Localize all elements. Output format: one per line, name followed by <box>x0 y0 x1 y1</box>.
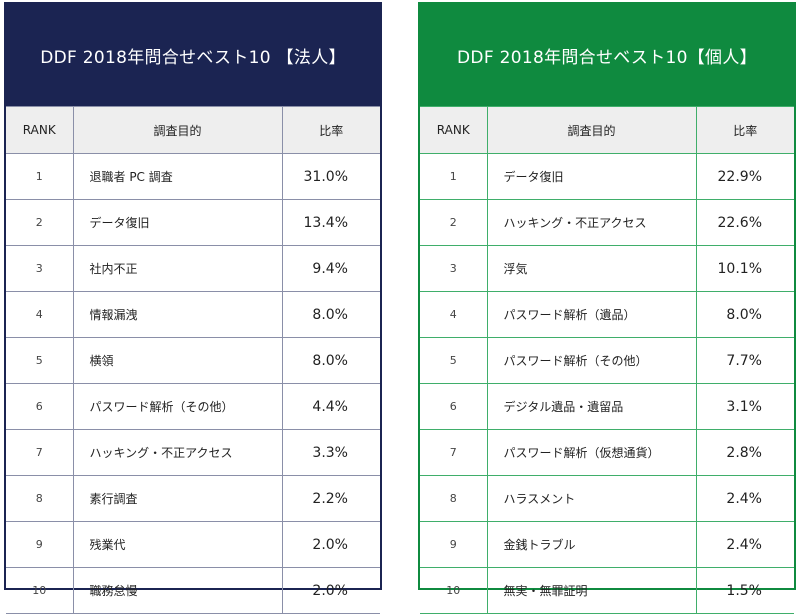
rank-cell: 4 <box>6 291 74 338</box>
purpose-cell: 職務怠慢 <box>72 567 283 614</box>
rate-cell: 8.0% <box>695 291 794 338</box>
rank-cell: 1 <box>6 153 74 200</box>
rate-cell: 2.2% <box>281 475 380 522</box>
purpose-cell: 残業代 <box>72 521 283 568</box>
rate-cell: 31.0% <box>281 153 380 200</box>
rate-cell: 8.0% <box>281 337 380 384</box>
purpose-cell: 無実・無罪証明 <box>486 567 697 614</box>
rank-cell: 9 <box>6 521 74 568</box>
rank-cell: 2 <box>420 199 488 246</box>
table-row: 8 素行調査 2.2% <box>6 475 380 522</box>
table-row: 2 ハッキング・不正アクセス 22.6% <box>420 199 794 246</box>
table-row: 3 社内不正 9.4% <box>6 245 380 292</box>
table-row: 6 デジタル遺品・遺留品 3.1% <box>420 383 794 430</box>
header-row: RANK 調査目的 比率 <box>6 106 380 154</box>
table-row: 3 浮気 10.1% <box>420 245 794 292</box>
purpose-cell: デジタル遺品・遺留品 <box>486 383 697 430</box>
purpose-cell: パスワード解析（その他） <box>72 383 283 430</box>
table-row: 1 データ復旧 22.9% <box>420 153 794 200</box>
purpose-cell: ハッキング・不正アクセス <box>486 199 697 246</box>
corporate-ranking-table: DDF 2018年問合せベスト10 【法人】 RANK 調査目的 比率 1 退職… <box>4 2 382 614</box>
rank-cell: 5 <box>420 337 488 384</box>
rate-cell: 2.4% <box>695 521 794 568</box>
rate-cell: 3.3% <box>281 429 380 476</box>
rank-cell: 7 <box>6 429 74 476</box>
purpose-cell: 浮気 <box>486 245 697 292</box>
purpose-cell: 素行調査 <box>72 475 283 522</box>
rank-cell: 9 <box>420 521 488 568</box>
rate-cell: 9.4% <box>281 245 380 292</box>
table-row: 2 データ復旧 13.4% <box>6 199 380 246</box>
rank-header: RANK <box>6 106 74 154</box>
rank-cell: 4 <box>420 291 488 338</box>
table-row: 7 パスワード解析（仮想通貨） 2.8% <box>420 429 794 476</box>
purpose-cell: 退職者 PC 調査 <box>72 153 283 200</box>
table-row: 1 退職者 PC 調査 31.0% <box>6 153 380 200</box>
table-row: 4 パスワード解析（遺品） 8.0% <box>420 291 794 338</box>
purpose-cell: データ復旧 <box>486 153 697 200</box>
rank-cell: 10 <box>6 567 74 614</box>
table-row: 7 ハッキング・不正アクセス 3.3% <box>6 429 380 476</box>
rate-cell: 2.8% <box>695 429 794 476</box>
rank-cell: 8 <box>420 475 488 522</box>
rate-cell: 1.5% <box>695 567 794 614</box>
purpose-cell: 情報漏洩 <box>72 291 283 338</box>
rate-cell: 10.1% <box>695 245 794 292</box>
rank-cell: 8 <box>6 475 74 522</box>
rate-cell: 2.0% <box>281 521 380 568</box>
rank-cell: 10 <box>420 567 488 614</box>
rate-cell: 3.1% <box>695 383 794 430</box>
purpose-cell: パスワード解析（遺品） <box>486 291 697 338</box>
table-row: 6 パスワード解析（その他） 4.4% <box>6 383 380 430</box>
rate-header: 比率 <box>695 106 794 154</box>
table-row: 5 パスワード解析（その他） 7.7% <box>420 337 794 384</box>
purpose-cell: 横領 <box>72 337 283 384</box>
rank-cell: 7 <box>420 429 488 476</box>
rate-cell: 22.6% <box>695 199 794 246</box>
rank-cell: 2 <box>6 199 74 246</box>
purpose-header: 調査目的 <box>486 106 697 154</box>
table-row: 9 金銭トラブル 2.4% <box>420 521 794 568</box>
header-row: RANK 調査目的 比率 <box>420 106 794 154</box>
table-row: 9 残業代 2.0% <box>6 521 380 568</box>
table-row: 5 横領 8.0% <box>6 337 380 384</box>
rank-cell: 5 <box>6 337 74 384</box>
rank-cell: 1 <box>420 153 488 200</box>
table-row: 4 情報漏洩 8.0% <box>6 291 380 338</box>
rate-cell: 2.0% <box>281 567 380 614</box>
table-row: 10 職務怠慢 2.0% <box>6 567 380 614</box>
table-title: DDF 2018年問合せベスト10 【法人】 <box>6 4 380 106</box>
table-row: 10 無実・無罪証明 1.5% <box>420 567 794 614</box>
individual-ranking-table: DDF 2018年問合せベスト10【個人】 RANK 調査目的 比率 1 データ… <box>418 2 796 614</box>
rate-cell: 22.9% <box>695 153 794 200</box>
rate-cell: 8.0% <box>281 291 380 338</box>
purpose-header: 調査目的 <box>72 106 283 154</box>
rate-cell: 2.4% <box>695 475 794 522</box>
rank-cell: 3 <box>420 245 488 292</box>
rate-cell: 7.7% <box>695 337 794 384</box>
rate-cell: 4.4% <box>281 383 380 430</box>
rank-cell: 3 <box>6 245 74 292</box>
purpose-cell: 社内不正 <box>72 245 283 292</box>
purpose-cell: ハラスメント <box>486 475 697 522</box>
rate-header: 比率 <box>281 106 380 154</box>
purpose-cell: 金銭トラブル <box>486 521 697 568</box>
purpose-cell: パスワード解析（その他） <box>486 337 697 384</box>
rank-cell: 6 <box>420 383 488 430</box>
table-title: DDF 2018年問合せベスト10【個人】 <box>420 4 794 106</box>
rank-cell: 6 <box>6 383 74 430</box>
table-row: 8 ハラスメント 2.4% <box>420 475 794 522</box>
purpose-cell: ハッキング・不正アクセス <box>72 429 283 476</box>
purpose-cell: データ復旧 <box>72 199 283 246</box>
rank-header: RANK <box>420 106 488 154</box>
purpose-cell: パスワード解析（仮想通貨） <box>486 429 697 476</box>
rate-cell: 13.4% <box>281 199 380 246</box>
